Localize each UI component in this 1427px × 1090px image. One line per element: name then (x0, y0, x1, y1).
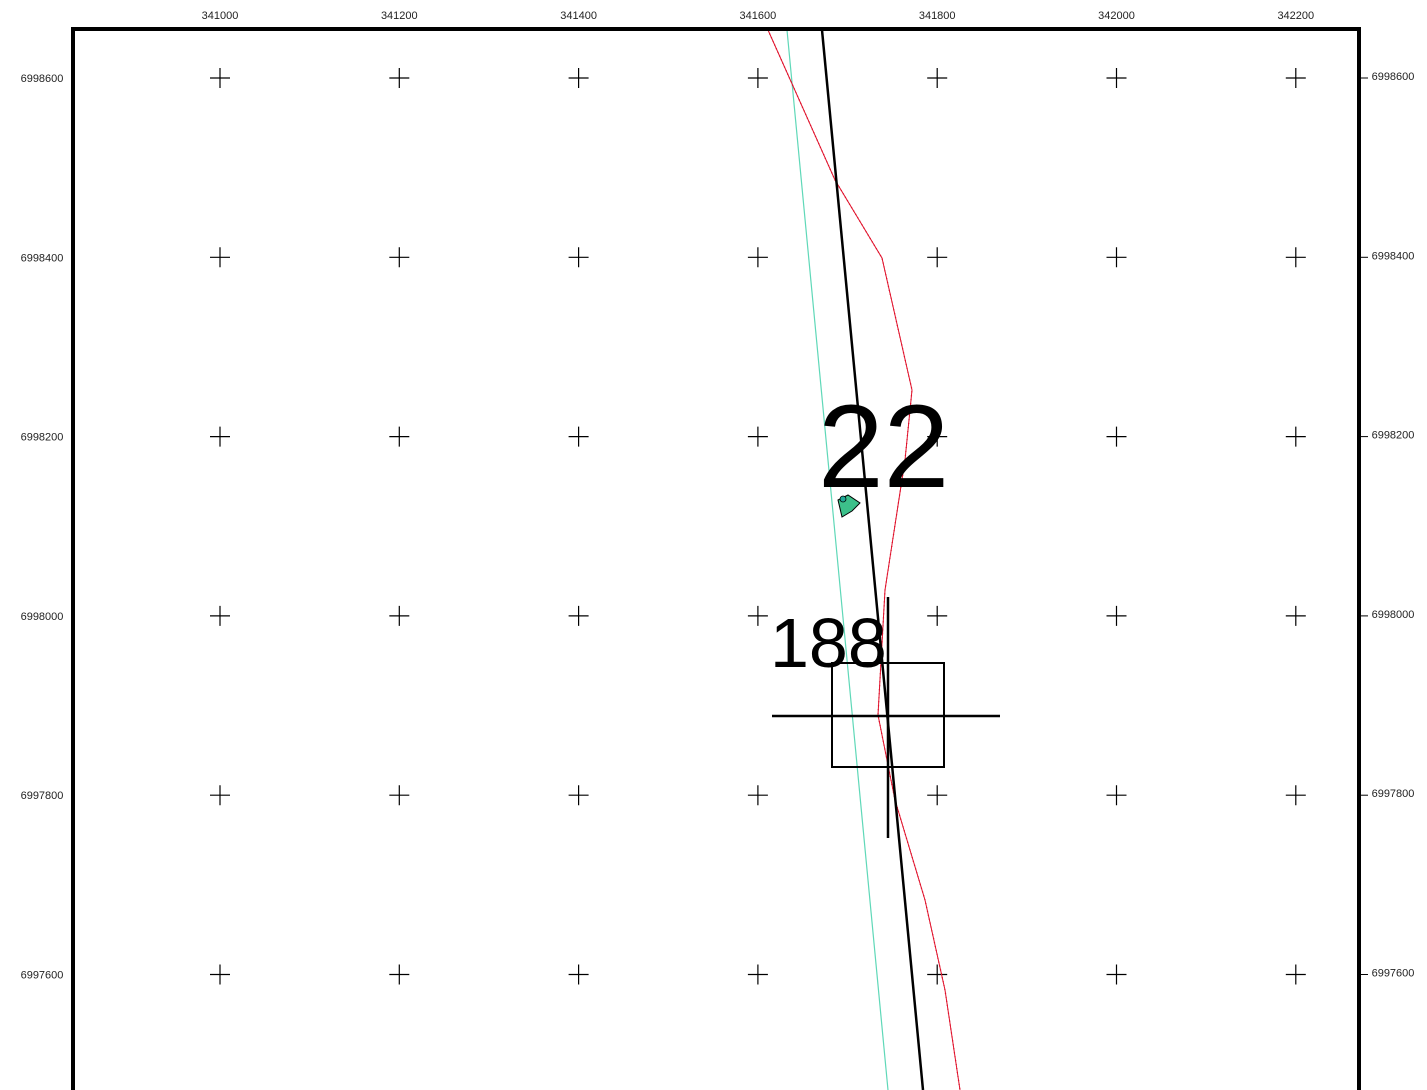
x-tick-label: 341800 (919, 10, 956, 22)
grid-cross (389, 68, 410, 88)
grid-cross (747, 247, 768, 268)
grid-cross (1285, 964, 1306, 985)
grid-cross (1285, 605, 1306, 626)
black-line (820, 29, 925, 1090)
grid-cross (210, 68, 230, 88)
cyan-line (786, 29, 889, 1090)
x-tick-label: 342200 (1277, 10, 1314, 22)
grid-cross (389, 605, 410, 626)
x-tick-label: 341200 (381, 10, 418, 22)
grid-cross (927, 247, 948, 268)
grid-cross (1106, 426, 1127, 447)
grid-cross (927, 605, 948, 626)
icon (837, 494, 861, 518)
grid-cross (568, 247, 589, 268)
grid-cross (1106, 247, 1127, 268)
grid-cross (389, 964, 410, 985)
x-tick-label: 342000 (1098, 10, 1135, 22)
x-tick-label: 341600 (740, 10, 777, 22)
grid-cross (747, 785, 768, 806)
grid-cross (568, 426, 589, 447)
y-tick-label-right: 6997800 (1372, 788, 1415, 800)
grid-cross (1285, 426, 1306, 447)
grid-cross (210, 605, 230, 626)
grid-cross (1106, 964, 1127, 985)
y-tick-label-left: 6998400 (21, 252, 64, 264)
grid-cross (747, 605, 768, 626)
grid-cross (747, 426, 768, 447)
grid-cross (1285, 68, 1306, 88)
label-188: 188 (770, 604, 887, 682)
y-tick-label-left: 6998000 (21, 611, 64, 623)
grid-cross (568, 785, 589, 806)
grid-cross (210, 785, 230, 806)
x-tick-label: 341000 (202, 10, 239, 22)
grid-cross (1285, 247, 1306, 268)
grid-cross (210, 247, 230, 268)
grid-cross (927, 426, 948, 447)
grid-crosses (210, 68, 1306, 985)
grid-cross (1106, 605, 1127, 626)
tick-labels: 341000 341200 341400 341600 341800 342000 3422… (21, 10, 1415, 982)
grid-cross (568, 68, 589, 88)
grid-cross (927, 785, 948, 806)
y-tick-label-right: 6997600 (1372, 968, 1415, 980)
grid-cross (1285, 785, 1306, 806)
y-tick-label-right: 6998600 (1372, 71, 1415, 83)
grid-cross (747, 68, 768, 88)
y-tick-label-right: 6998400 (1372, 250, 1415, 262)
y-tick-label-left: 6998600 (21, 73, 64, 85)
grid-cross (568, 964, 589, 985)
y-tick-label-left: 6998200 (21, 432, 64, 444)
grid-cross (389, 785, 410, 806)
grid-cross (927, 964, 948, 985)
y-tick-label-right: 6998200 (1372, 430, 1415, 442)
y-tick-label-left: 6997800 (21, 790, 64, 802)
map-frame (71, 27, 1361, 1090)
x-tick-label: 341400 (560, 10, 597, 22)
y-tick-label-left: 6997600 (21, 970, 64, 982)
grid-cross (210, 426, 230, 447)
grid-cross (389, 247, 410, 268)
red-line (767, 29, 961, 1090)
label-22: 22 (818, 381, 949, 513)
grid-cross (747, 964, 768, 985)
grid-cross (210, 964, 230, 985)
grid-cross (1106, 68, 1127, 88)
grid-cross (1106, 785, 1127, 806)
grid-cross (927, 68, 948, 88)
grid-cross (568, 605, 589, 626)
y-tick-label-right: 6998000 (1372, 609, 1415, 621)
grid-cross (389, 426, 410, 447)
